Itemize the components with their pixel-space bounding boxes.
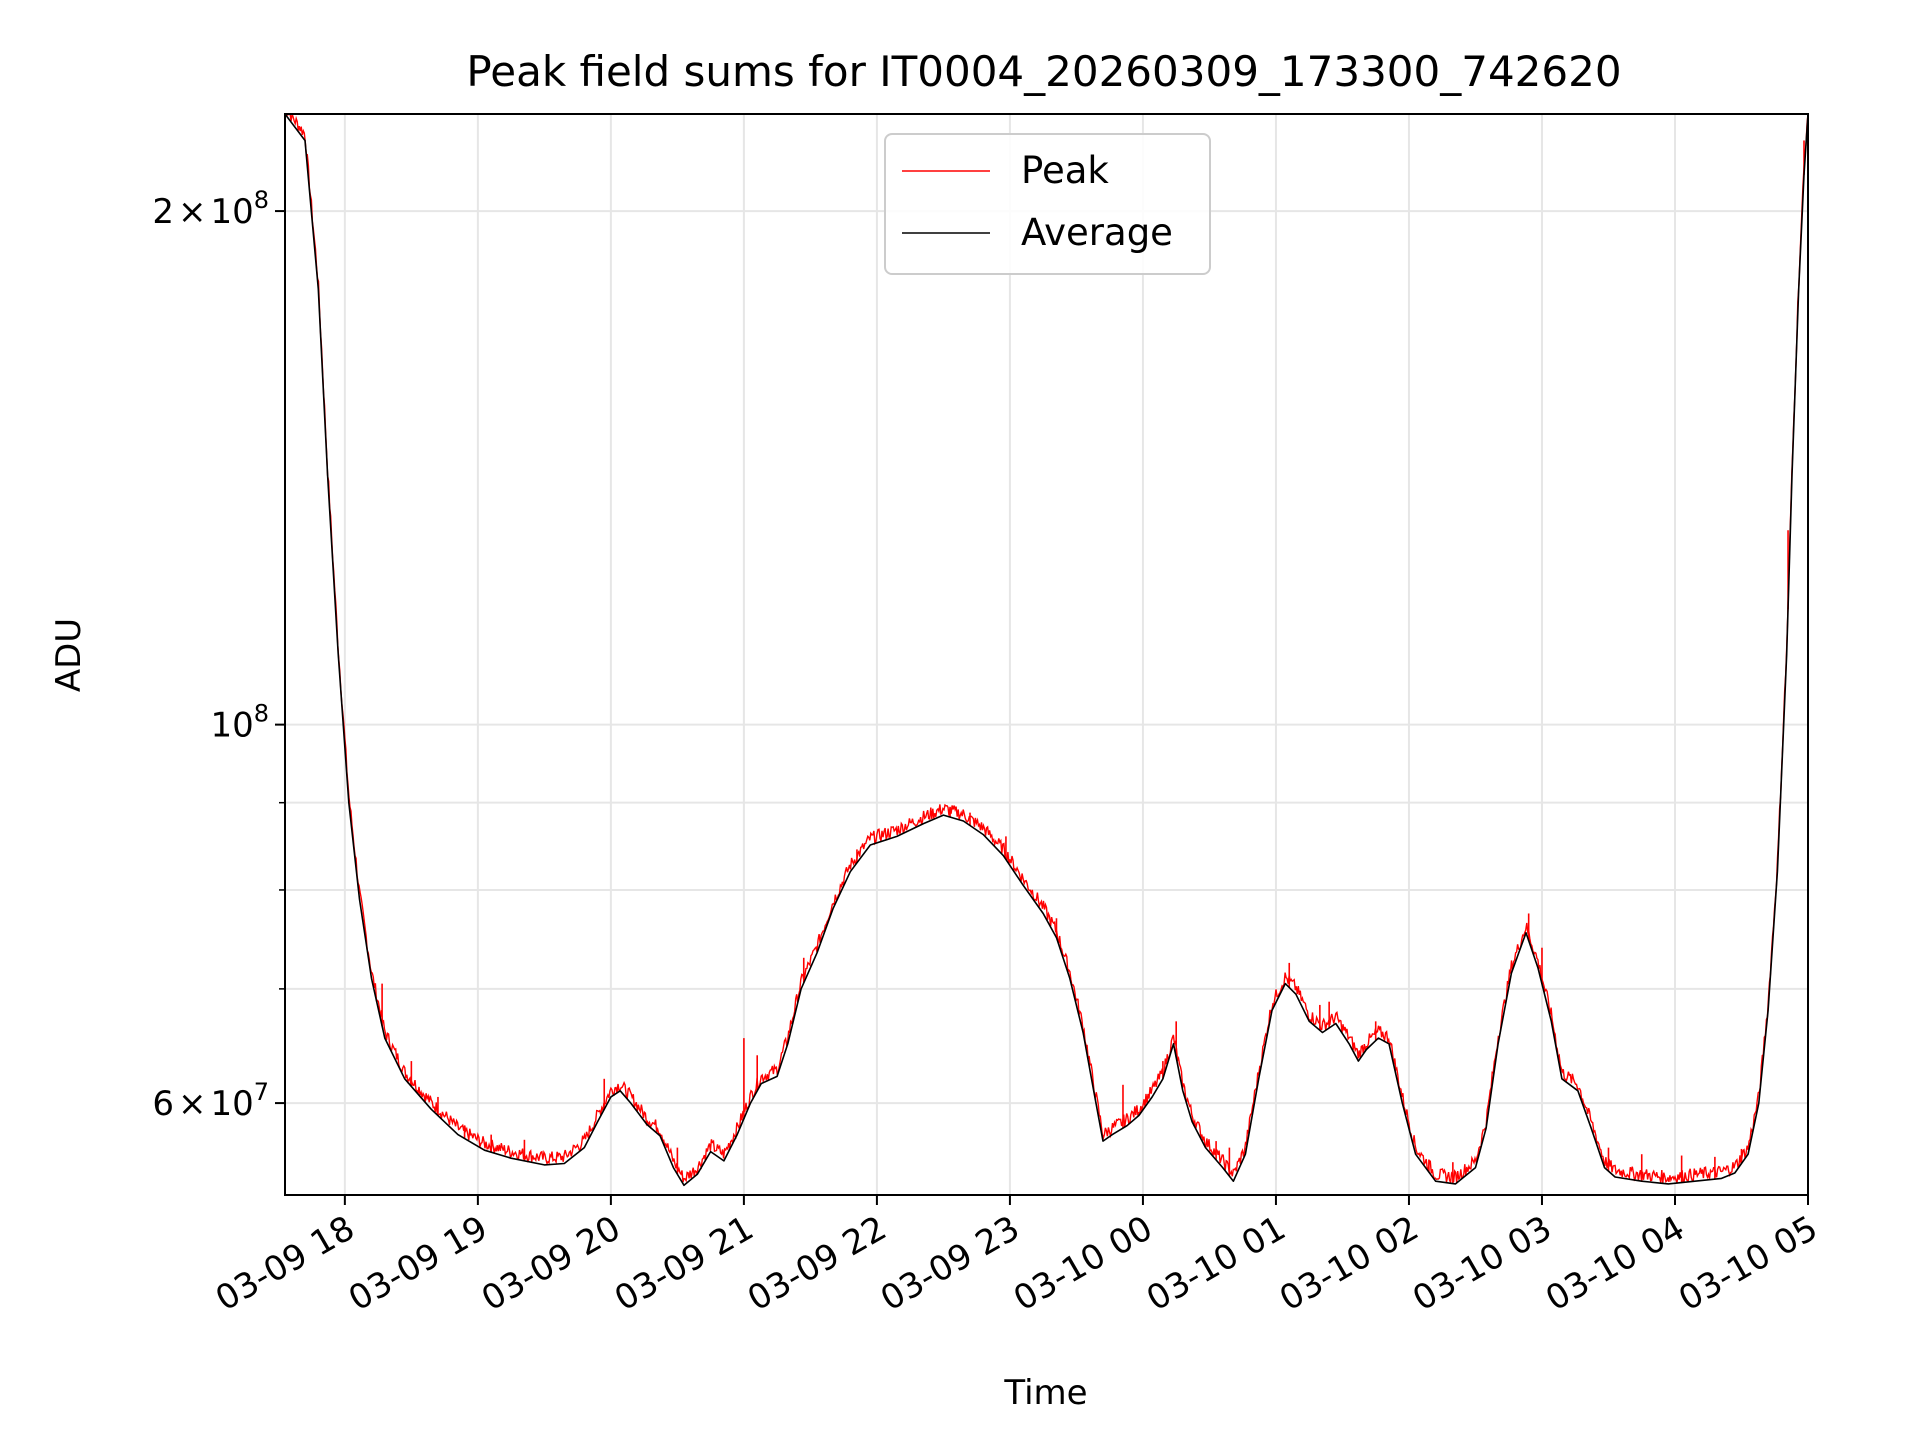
grid [285,114,1809,1195]
y-tick-exponent: 8 [254,700,269,728]
y-tick-mantissa: 6 [152,1084,174,1124]
y-tick-label: 2 × 108 [152,186,269,232]
chart-title: Peak field sums for IT0004_20260309_1733… [466,47,1621,96]
y-tick-times: × [178,192,207,232]
y-tick-mantissa: 2 [152,192,174,232]
average-series-line [284,113,1809,1187]
x-axis-title: Time [1003,1373,1087,1413]
legend-box [884,133,1211,275]
plot-area [285,114,1808,1195]
legend-peak-label: Peak [1021,149,1109,192]
y-tick-label: 6 × 107 [152,1078,269,1124]
y-tick-base: 10 [210,706,253,746]
y-tick-exponent: 8 [254,186,269,214]
legend-average-label: Average [1021,211,1173,254]
y-tick-base: 10 [210,192,253,232]
y-tick-times: × [178,1084,207,1124]
y-axis-title: ADU [49,618,89,692]
plot-frame [284,113,1809,1196]
series-layer [284,113,1809,1187]
peak-series-line [285,113,1809,1185]
y-tick-label: 108 [210,700,269,746]
legend: Peak Average [884,133,1211,275]
y-tick-exponent: 7 [254,1078,269,1106]
y-tick-base: 10 [210,1084,253,1124]
